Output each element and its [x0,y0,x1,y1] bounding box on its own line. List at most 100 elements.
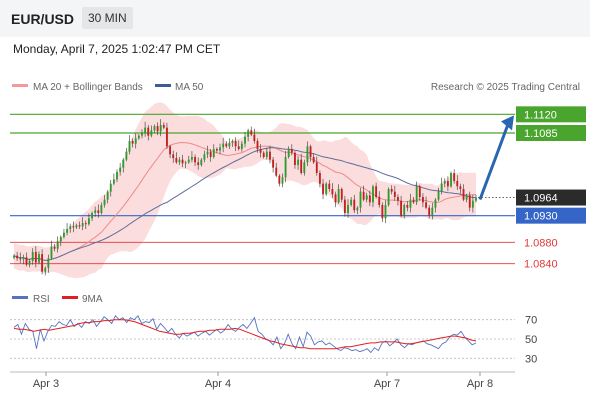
candle-body [468,195,471,208]
candle-body [334,194,337,203]
candle-body [343,199,346,213]
candle-body [119,167,122,172]
candle-body [187,159,190,163]
candle [337,184,340,204]
candle [269,145,271,164]
candle [262,151,265,159]
candle [425,196,427,210]
candle [468,191,471,212]
candle [225,141,228,148]
candle-body [59,237,62,242]
candle-body [425,202,427,208]
price-label-resistance: 1.1085 [516,125,586,141]
candle [81,217,84,231]
candle [187,155,190,164]
candle [28,259,31,268]
candle-body [284,157,287,178]
x-tick-label: Apr 3 [33,378,59,390]
candle [134,133,137,149]
candle [147,125,150,141]
candle [465,193,468,203]
candle [403,203,406,219]
ma20-legend-label: MA 20 + Bollinger Bands [33,82,143,93]
rsi-lines [13,315,477,354]
candle-body [194,157,196,163]
candle [431,202,434,220]
candle [415,181,418,205]
candle [318,170,321,188]
candle-body [375,186,378,197]
candle [475,194,477,203]
candle-body [31,251,34,261]
candle-body [240,143,243,149]
candle [137,134,140,140]
header-bar: EUR/USD 30 MIN [0,0,590,37]
candle [284,151,287,183]
candle [456,175,459,191]
candle [359,187,362,213]
candle [272,157,275,173]
ma50-line [13,147,477,261]
candle [112,173,115,186]
price-label-support: 1.0880 [524,237,558,249]
candle [141,129,143,139]
candle [175,152,178,164]
x-tick-label: Apr 7 [374,378,400,390]
candle [350,197,353,207]
candle-body [112,179,115,184]
candle [418,184,421,201]
candle [190,151,193,163]
price-label-text: 1.0880 [524,237,558,249]
candle [446,176,449,192]
candle [144,121,147,137]
candle-body [446,181,449,187]
candle-body [231,141,234,144]
forecast-arrow-shaft [478,123,510,201]
price-label-text: 1.0930 [524,211,558,223]
candle [122,158,125,173]
candle [78,221,81,229]
candle [103,194,106,208]
candle [437,187,440,202]
candle [309,144,312,162]
candle [409,193,412,213]
x-tick-label: Apr 8 [467,378,493,390]
candle [31,248,34,265]
candle [34,246,37,268]
candle-body [403,205,406,216]
rsi-tick-label: 30 [525,353,537,365]
candle [387,187,390,207]
candle [306,141,309,167]
rsi-tick-label: 50 [525,334,537,346]
price-label-bg [516,189,586,206]
candle [212,144,215,159]
candle-body [225,143,228,147]
candle-body [409,199,412,208]
candle [156,122,159,136]
candle-body [456,181,459,187]
candle-body [84,223,87,225]
candle-body [94,210,97,213]
candle-body [97,210,100,213]
candle-body [400,200,403,216]
candle-body [437,191,440,200]
candle [253,128,256,144]
candle-body [415,186,418,203]
candle [331,183,334,199]
candle [38,251,40,265]
candle-body [190,157,193,160]
candle [184,160,187,169]
candle-body [303,162,306,173]
candle-body [322,183,324,195]
candle [244,131,246,148]
price-label-text: 1.0840 [524,259,558,271]
candle-body [109,183,112,192]
candle [322,178,324,200]
candle [59,235,62,247]
candle [234,137,237,152]
candle [162,122,165,130]
timeframe-badge[interactable]: 30 MIN [82,7,133,29]
timestamp: Monday, April 7, 2025 1:02:47 PM CET [13,42,221,56]
candle-body [228,143,231,147]
candle [44,266,47,276]
